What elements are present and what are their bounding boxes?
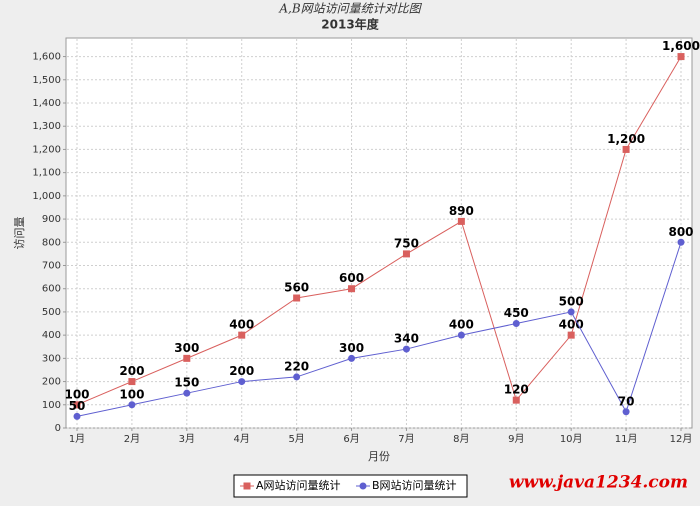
point (73, 401, 81, 409)
x-tick-label: 2月 (124, 433, 140, 445)
legend-label: B网站访问量统计 (372, 478, 457, 492)
data-label: 70 (618, 394, 635, 408)
y-tick-label: 600 (42, 284, 61, 295)
data-label: 200 (119, 364, 144, 378)
y-tick-label: 1,500 (32, 75, 61, 86)
data-label: 1,600 (662, 39, 700, 53)
data-label: 340 (394, 332, 419, 346)
data-label: 120 (504, 383, 529, 397)
chart-subtitle: 2013年度 (321, 17, 379, 32)
x-tick-label: 3月 (179, 433, 195, 445)
point (348, 285, 356, 293)
legend-marker (243, 482, 251, 490)
x-axis-label: 月份 (368, 450, 390, 463)
y-tick-label: 800 (42, 237, 61, 248)
watermark: www.java1234.com (509, 473, 688, 493)
point (238, 378, 246, 386)
y-tick-label: 100 (42, 400, 61, 411)
y-tick-label: 700 (42, 261, 61, 272)
y-tick-label: 500 (42, 307, 61, 318)
data-label: 150 (174, 376, 199, 390)
point (128, 401, 136, 409)
y-tick-label: 1,300 (32, 121, 61, 132)
point (457, 331, 465, 339)
series-line (76, 56, 682, 406)
point (677, 238, 685, 246)
point (128, 378, 136, 386)
data-label: 1,200 (607, 132, 645, 146)
data-label: 600 (339, 271, 364, 285)
y-tick-label: 1,200 (32, 144, 61, 155)
point (293, 373, 301, 381)
data-label: 800 (668, 225, 693, 239)
x-tick-label: 5月 (288, 433, 304, 445)
data-label: 500 (559, 294, 584, 308)
point (183, 389, 191, 397)
point (512, 320, 520, 328)
point (293, 294, 301, 302)
point (567, 331, 575, 339)
series-line (76, 242, 682, 417)
y-axis-label: 访问量 (13, 217, 26, 250)
x-tick-label: 7月 (398, 433, 414, 445)
x-tick-label: 6月 (343, 433, 359, 445)
data-label: 100 (64, 387, 89, 401)
point (402, 250, 410, 258)
y-tick-label: 0 (55, 423, 61, 434)
data-label: 400 (229, 318, 254, 332)
point (622, 145, 630, 153)
x-tick-label: 11月 (615, 433, 638, 445)
y-tick-label: 200 (42, 377, 61, 388)
data-label: 750 (394, 236, 419, 250)
x-tick-label: 8月 (453, 433, 469, 445)
point (183, 354, 191, 362)
y-tick-label: 1,400 (32, 98, 61, 109)
x-tick-label: 10月 (560, 433, 583, 445)
x-tick-label: 4月 (234, 433, 250, 445)
data-label: 300 (339, 341, 364, 355)
y-tick-label: 1,100 (32, 168, 61, 179)
legend-box (233, 474, 468, 498)
x-tick-label: 12月 (670, 433, 693, 445)
point (348, 354, 356, 362)
point (677, 53, 685, 61)
legend-marker (359, 482, 367, 490)
y-tick-label: 1,000 (32, 191, 61, 202)
x-tick-label: 1月 (69, 433, 85, 445)
data-label: 450 (504, 306, 529, 320)
point (512, 396, 520, 404)
point (622, 408, 630, 416)
point (567, 308, 575, 316)
chart-title: A,B网站访问量统计对比图 (278, 2, 422, 16)
legend-label: A网站访问量统计 (256, 478, 341, 492)
data-label: 100 (119, 387, 144, 401)
point (457, 217, 465, 225)
point (238, 331, 246, 339)
y-tick-label: 400 (42, 330, 61, 341)
data-label: 220 (284, 359, 309, 373)
data-label: 400 (559, 318, 584, 332)
data-label: 560 (284, 281, 309, 295)
point (402, 345, 410, 353)
x-tick-label: 9月 (508, 433, 524, 445)
data-label: 400 (449, 318, 474, 332)
data-label: 50 (69, 399, 86, 413)
y-tick-label: 1,600 (32, 52, 61, 63)
y-tick-label: 300 (42, 353, 61, 364)
data-label: 300 (174, 341, 199, 355)
data-label: 200 (229, 364, 254, 378)
data-label: 890 (449, 204, 474, 218)
y-tick-label: 900 (42, 214, 61, 225)
point (73, 412, 81, 420)
